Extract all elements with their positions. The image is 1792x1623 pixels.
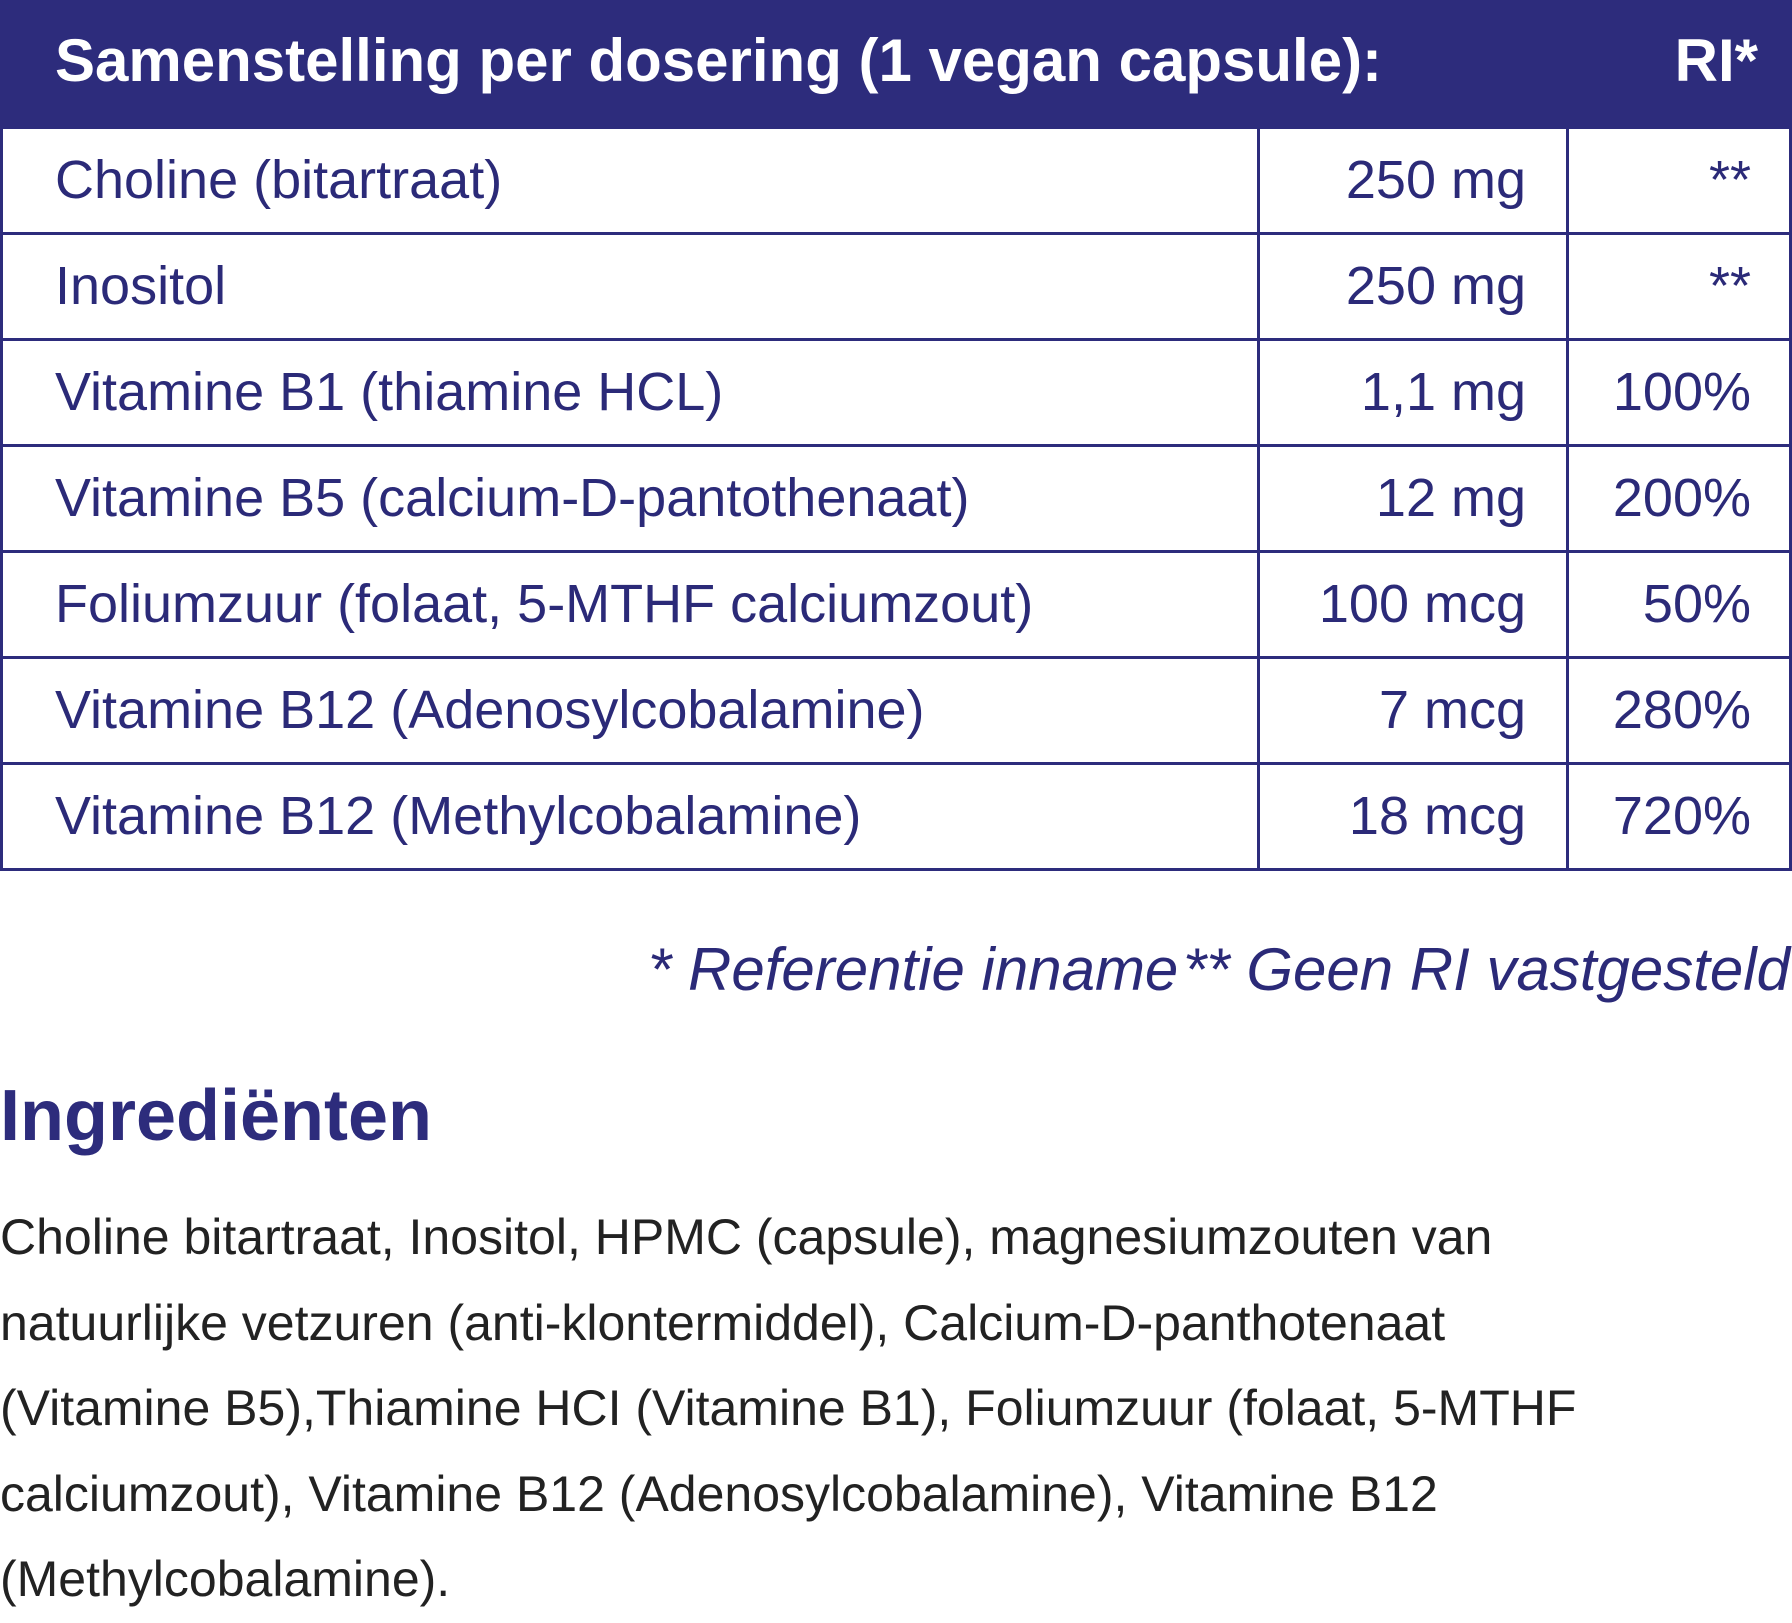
ri-value: 200%: [1612, 468, 1751, 528]
text-line: calciumzout), Vitamine B12 (Adenosylcoba…: [0, 1465, 1438, 1522]
ri-value: 720%: [1612, 786, 1751, 846]
amount: 250 mg: [1260, 129, 1569, 232]
ri-value: 50%: [1642, 574, 1751, 634]
header-ri: RI*: [1674, 27, 1758, 94]
nutrient-name: Foliumzuur (folaat, 5-MTHF calciumzout): [3, 553, 1260, 656]
nutrient-name: Vitamine B12 (Methylcobalamine): [3, 765, 1260, 868]
ri-value: 100%: [1612, 362, 1751, 422]
table-row: Vitamine B12 (Methylcobalamine) 18 mcg 720…: [0, 765, 1792, 871]
table-row: Choline (bitartraat) 250 mg **: [0, 129, 1792, 235]
amount: 12 mg: [1260, 447, 1569, 550]
nutrient-name: Choline (bitartraat): [3, 129, 1260, 232]
text-line: (Methylcobalamine).: [0, 1551, 451, 1607]
nutrient-name: Vitamine B1 (thiamine HCL): [3, 341, 1260, 444]
footnote: * Referentie inname: [648, 936, 1179, 1003]
composition-table: Samenstelling per dosering (1 vegan caps…: [0, 0, 1792, 871]
ri-value: 280%: [1612, 680, 1751, 740]
amount: 18 mcg: [1260, 765, 1569, 868]
amount: 100 mcg: [1260, 553, 1569, 656]
ingredients-text: Choline bitartraat, Inositol, HPMC (caps…: [0, 1195, 1576, 1623]
table-row: Vitamine B12 (Adenosylcobalamine) 7 mcg 28…: [0, 659, 1792, 765]
nutrient-name: Vitamine B12 (Adenosylcobalamine): [3, 659, 1260, 762]
nutrient-name: Inositol: [3, 235, 1260, 338]
amount: 7 mcg: [1260, 659, 1569, 762]
nutrient-name: Vitamine B5 (calcium-D-pantothenaat): [3, 447, 1260, 550]
ri-value: **: [1708, 256, 1751, 316]
text-line: (Vitamine B5),Thiamine HCI (Vitamine B1)…: [0, 1380, 1577, 1436]
footnote: ** Geen RI vastgesteld: [1182, 936, 1790, 1003]
ingredients-title: Ingrediënten: [0, 1076, 433, 1156]
table-row: Foliumzuur (folaat, 5-MTHF calciumzout) 1…: [0, 553, 1792, 659]
table-row: Inositol 250 mg **: [0, 235, 1792, 341]
ri-value: **: [1708, 150, 1751, 210]
table-row: Vitamine B5 (calcium-D-pantothenaat) 12 m…: [0, 447, 1792, 553]
text-line: natuurlijke vetzuren (anti-klontermiddel…: [0, 1294, 1446, 1351]
amount: 250 mg: [1260, 235, 1569, 338]
header-title: Samenstelling per dosering (1 vegan caps…: [55, 27, 1383, 94]
table-body: Choline (bitartraat) 250 mg ** Inositol 250 …: [0, 129, 1792, 871]
table-row: Vitamine B1 (thiamine HCL) 1,1 mg 100%: [0, 341, 1792, 447]
text-line: Choline bitartraat, Inositol, HPMC (caps…: [0, 1209, 1493, 1265]
table-header: Samenstelling per dosering (1 vegan caps…: [0, 0, 1792, 129]
amount: 1,1 mg: [1260, 341, 1569, 444]
